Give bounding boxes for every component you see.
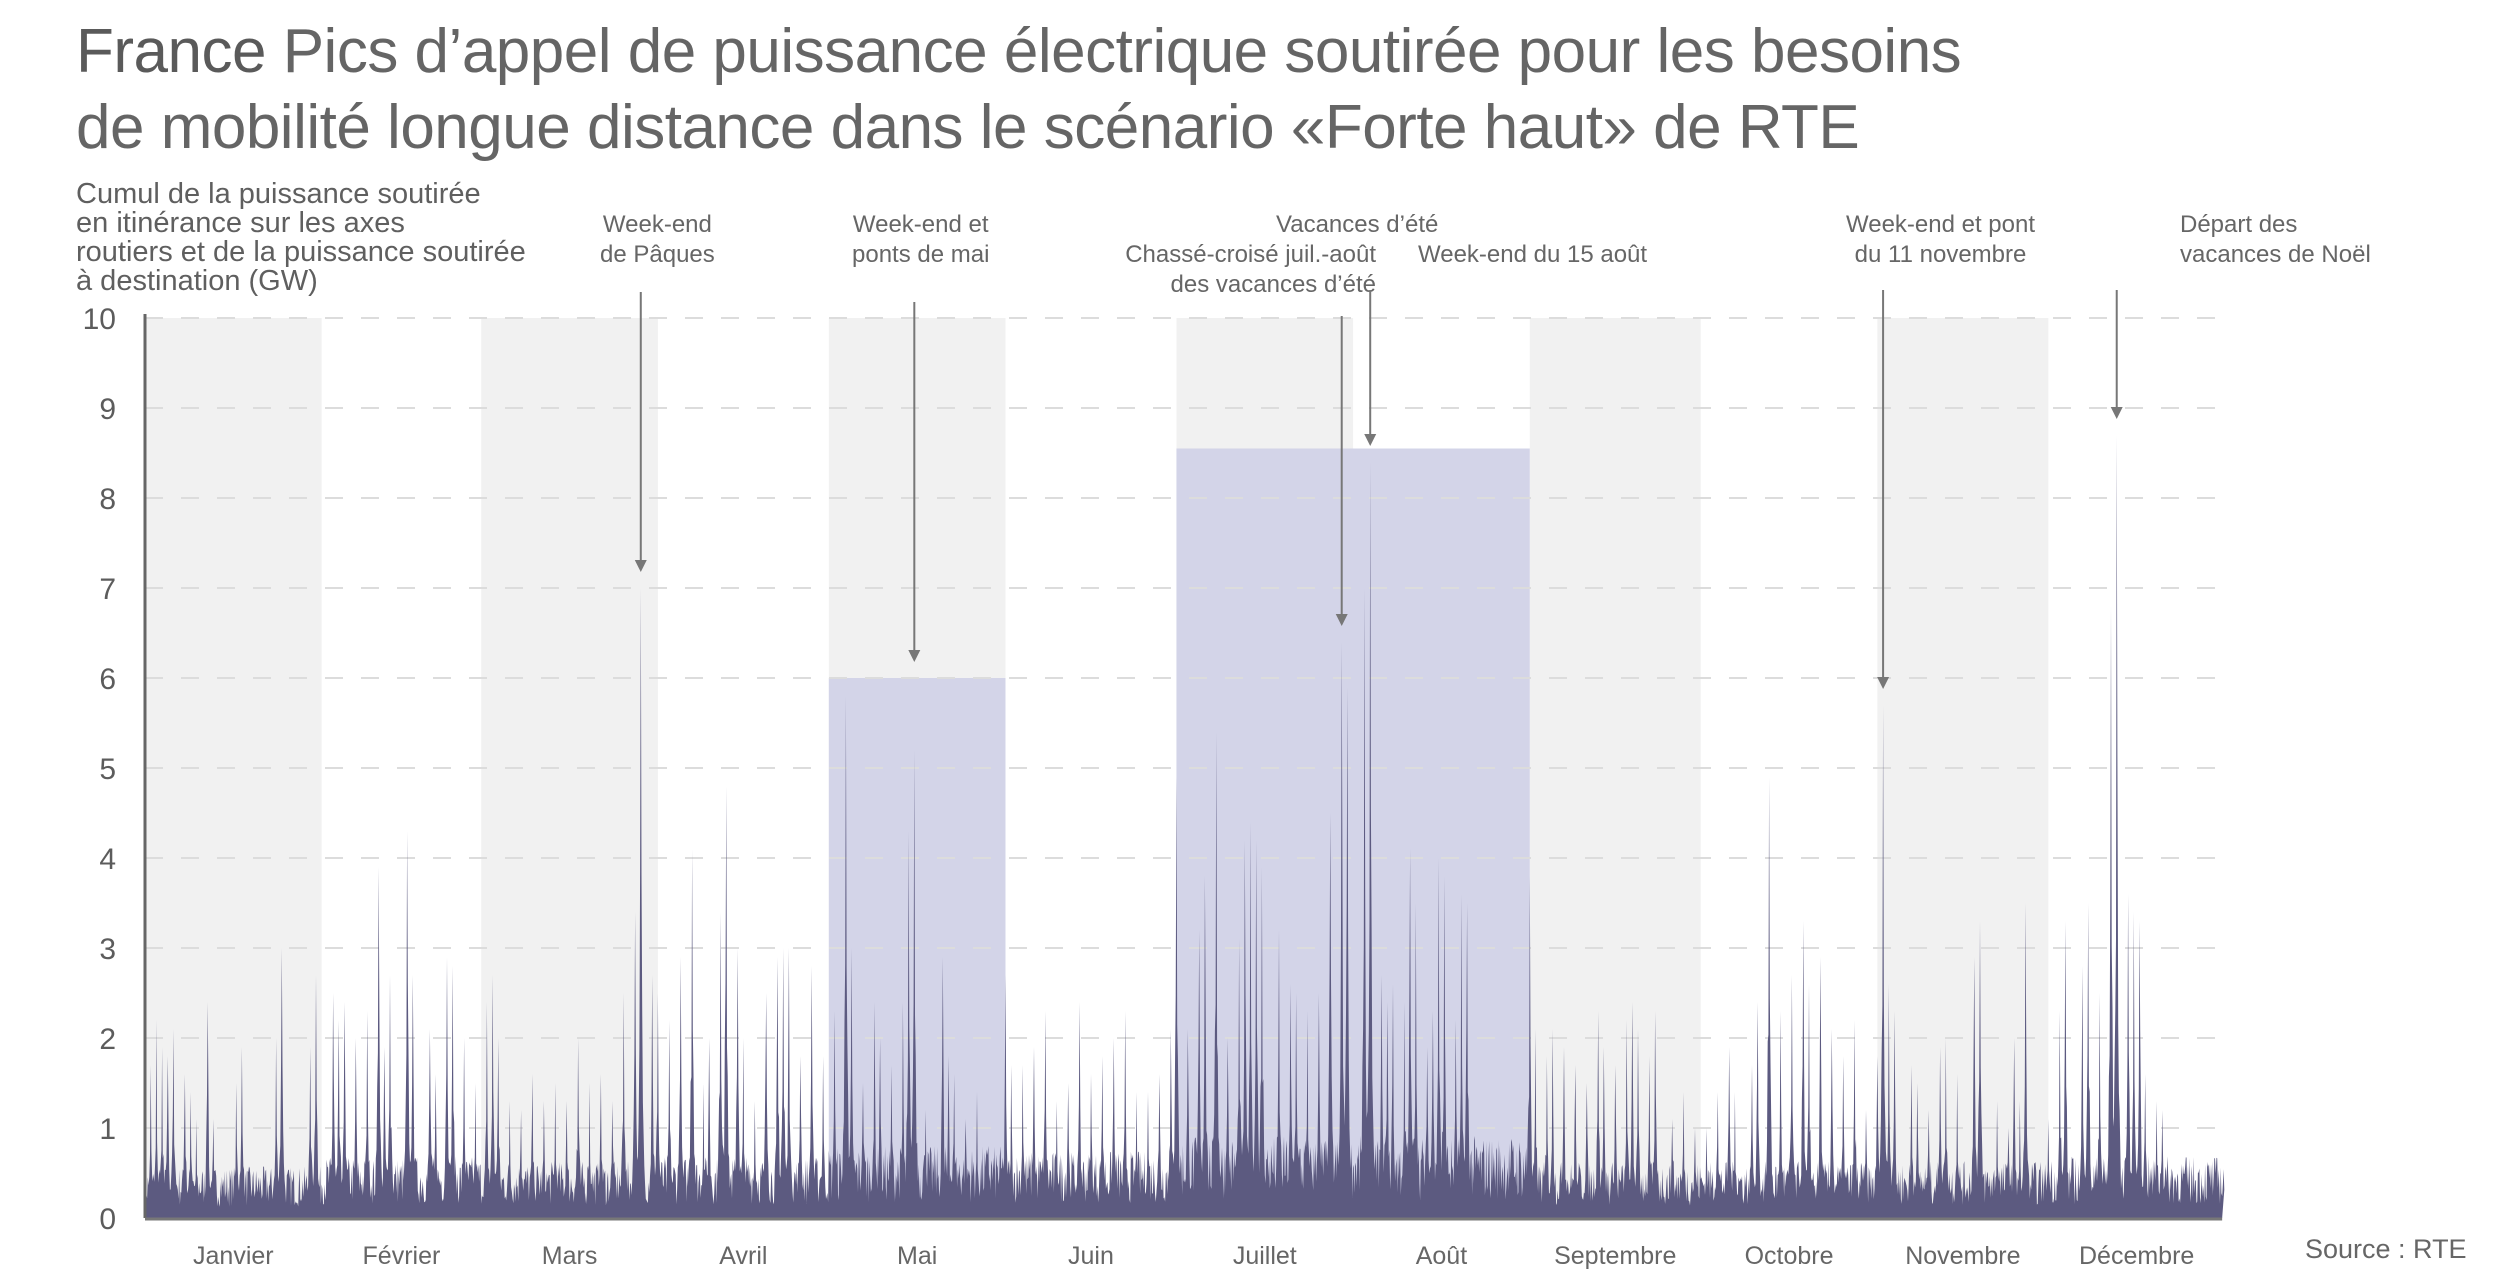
- y-tick-label: 1: [99, 1113, 116, 1146]
- x-tick-label: Novembre: [1905, 1242, 2020, 1270]
- annotation-text: du 11 novembre: [1854, 241, 2027, 268]
- y-tick-label: 10: [83, 303, 116, 336]
- x-tick-label: Février: [363, 1242, 441, 1270]
- annotation-text: Week-end: [602, 211, 712, 238]
- arrowhead-icon: [634, 560, 647, 572]
- annotation-11-novembre: Week-end et pont du 11 novembre: [1846, 210, 2035, 270]
- y-tick-label: 6: [99, 663, 116, 696]
- annotation-text: Week-end et pont: [1846, 211, 2036, 238]
- annotation-arrows: [634, 290, 2123, 689]
- title-country: France: [76, 17, 266, 86]
- annotation-15-aout: Week-end du 15 août: [1418, 240, 1647, 270]
- x-tick-label: Janvier: [193, 1242, 274, 1270]
- annotation-text: des vacances d’été: [1170, 271, 1376, 298]
- annotation-chasse-croise: Chassé-croisé juil.-août des vacances d’…: [1070, 240, 1376, 300]
- y-axis-label-line: à destination (GW): [76, 265, 318, 297]
- title-line2: de mobilité longue distance dans le scén…: [76, 93, 1860, 162]
- annotation-paques: Week-end de Pâques: [600, 210, 715, 270]
- y-tick-label: 7: [99, 573, 116, 606]
- arrowhead-icon: [2110, 407, 2123, 419]
- annotation-text: Départ des: [2180, 211, 2298, 238]
- x-tick-label: Juillet: [1233, 1242, 1297, 1270]
- annotation-text: Week-end et: [852, 211, 989, 238]
- annotation-text: Vacances d’été: [1276, 211, 1439, 238]
- annotation-vacances-ete: Vacances d’été: [1276, 210, 1438, 240]
- x-tick-label: Septembre: [1554, 1242, 1676, 1270]
- x-tick-label: Décembre: [2079, 1242, 2194, 1270]
- x-tick-label: Août: [1416, 1242, 1467, 1270]
- y-tick-label: 4: [99, 843, 116, 876]
- y-axis-label-line: routiers et de la puissance soutirée: [76, 236, 526, 268]
- y-tick-label: 8: [99, 483, 116, 516]
- y-tick-label: 5: [99, 753, 116, 786]
- axes: [143, 314, 2223, 1221]
- x-tick-label: Mars: [542, 1242, 598, 1270]
- y-ticks: 0 1 2 3 4 5 6 7 8 9 10: [83, 303, 116, 1236]
- annotation-text: ponts de mai: [852, 241, 990, 268]
- arrowhead-icon: [1364, 434, 1377, 446]
- y-axis-label-line: en itinérance sur les axes: [76, 207, 405, 239]
- title-line1: Pics d’appel de puissance électrique sou…: [282, 17, 1962, 86]
- y-tick-label: 9: [99, 393, 116, 426]
- annotation-text: de Pâques: [600, 241, 715, 268]
- annotation-text: vacances de Noël: [2180, 241, 2371, 268]
- x-tick-label: Avril: [719, 1242, 767, 1270]
- annotation-noel: Départ des vacances de Noël: [2180, 210, 2371, 270]
- annotation-mai: Week-end et ponts de mai: [852, 210, 989, 270]
- arrowhead-icon: [1335, 614, 1348, 626]
- y-axis-label-line: Cumul de la puissance soutirée: [76, 178, 481, 210]
- y-axis-label: Cumul de la puissance soutirée en itinér…: [76, 180, 636, 296]
- x-tick-label: Mai: [897, 1242, 937, 1270]
- source-note: Source : RTE: [2305, 1234, 2467, 1264]
- chart-title: France Pics d’appel de puissance électri…: [76, 14, 1962, 166]
- arrowhead-icon: [908, 650, 921, 662]
- arrowhead-icon: [1877, 677, 1890, 689]
- y-tick-label: 2: [99, 1023, 116, 1056]
- annotation-text: Week-end du 15 août: [1418, 241, 1648, 268]
- x-tick-label: Juin: [1068, 1242, 1114, 1270]
- highlight-zone: [1176, 448, 1530, 1218]
- y-tick-label: 3: [99, 933, 116, 966]
- y-tick-label: 0: [99, 1203, 116, 1236]
- x-ticks: Janvier Février Mars Avril Mai Juin Juillet Aoû…: [193, 1242, 2194, 1270]
- annotation-text: Chassé-croisé juil.-août: [1125, 241, 1376, 268]
- x-tick-label: Octobre: [1745, 1242, 1834, 1270]
